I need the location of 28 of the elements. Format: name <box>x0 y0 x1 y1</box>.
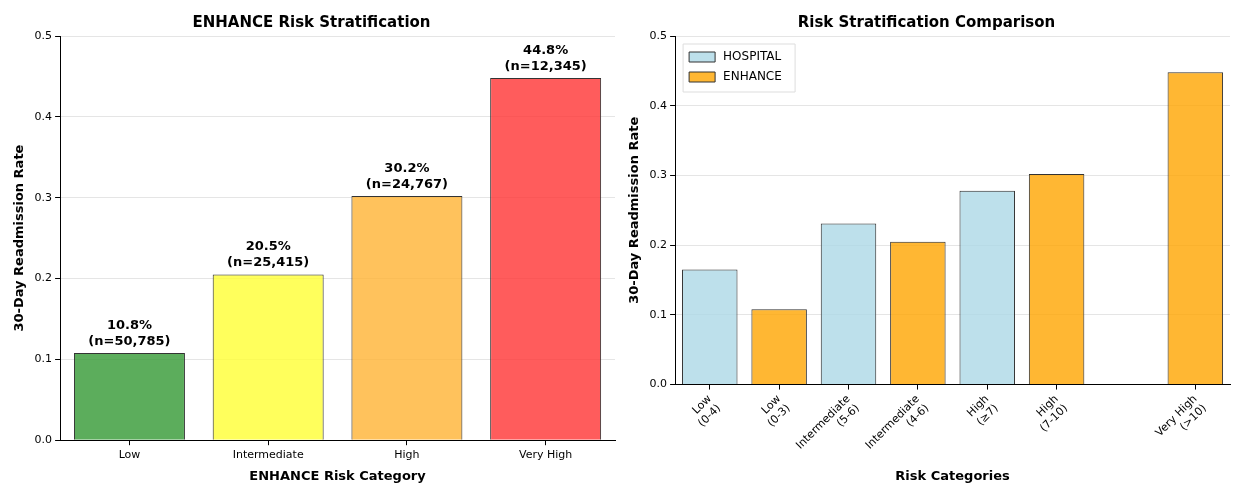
y-tick-label: 0.5 <box>34 28 53 42</box>
legend-label: HOSPITAL <box>723 49 782 64</box>
x-tick-label: High <box>394 447 420 461</box>
y-tick-label: 0.4 <box>649 98 668 112</box>
y-tick-label: 0.0 <box>649 377 668 391</box>
data-label: 20.5% (n=25,415) <box>227 238 310 270</box>
y-tick-label: 0.1 <box>34 352 53 366</box>
y-tick-label: 0.2 <box>649 237 668 251</box>
data-label: 44.8% (n=12,345) <box>504 41 587 73</box>
y-axis-title: 30-Day Readmission Rate <box>11 144 27 332</box>
x-tick-label: Low <box>118 447 141 461</box>
y-tick-label: 0.0 <box>34 433 53 447</box>
chart-title: ENHANCE Risk Stratification <box>192 12 431 31</box>
x-axis-title: Risk Categories <box>895 467 1010 483</box>
x-tick-label: Intermediate <box>232 447 304 461</box>
y-axis-title: 30-Day Readmission Rate <box>626 116 642 304</box>
y-tick-label: 0.3 <box>34 190 53 204</box>
data-label: 30.2% (n=24,767) <box>365 159 449 191</box>
y-tick-label: 0.2 <box>34 271 53 285</box>
y-tick-label: 0.3 <box>649 168 668 182</box>
data-label: 10.8% (n=50,785) <box>88 316 171 348</box>
x-tick-label: Very High <box>519 447 573 461</box>
x-axis-title: ENHANCE Risk Category <box>249 467 427 483</box>
y-tick-label: 0.4 <box>34 109 53 123</box>
chart-title: Risk Stratification Comparison <box>797 12 1056 31</box>
y-tick-label: 0.5 <box>649 28 668 42</box>
legend-label: ENHANCE <box>723 69 782 84</box>
y-tick-label: 0.1 <box>649 307 668 321</box>
